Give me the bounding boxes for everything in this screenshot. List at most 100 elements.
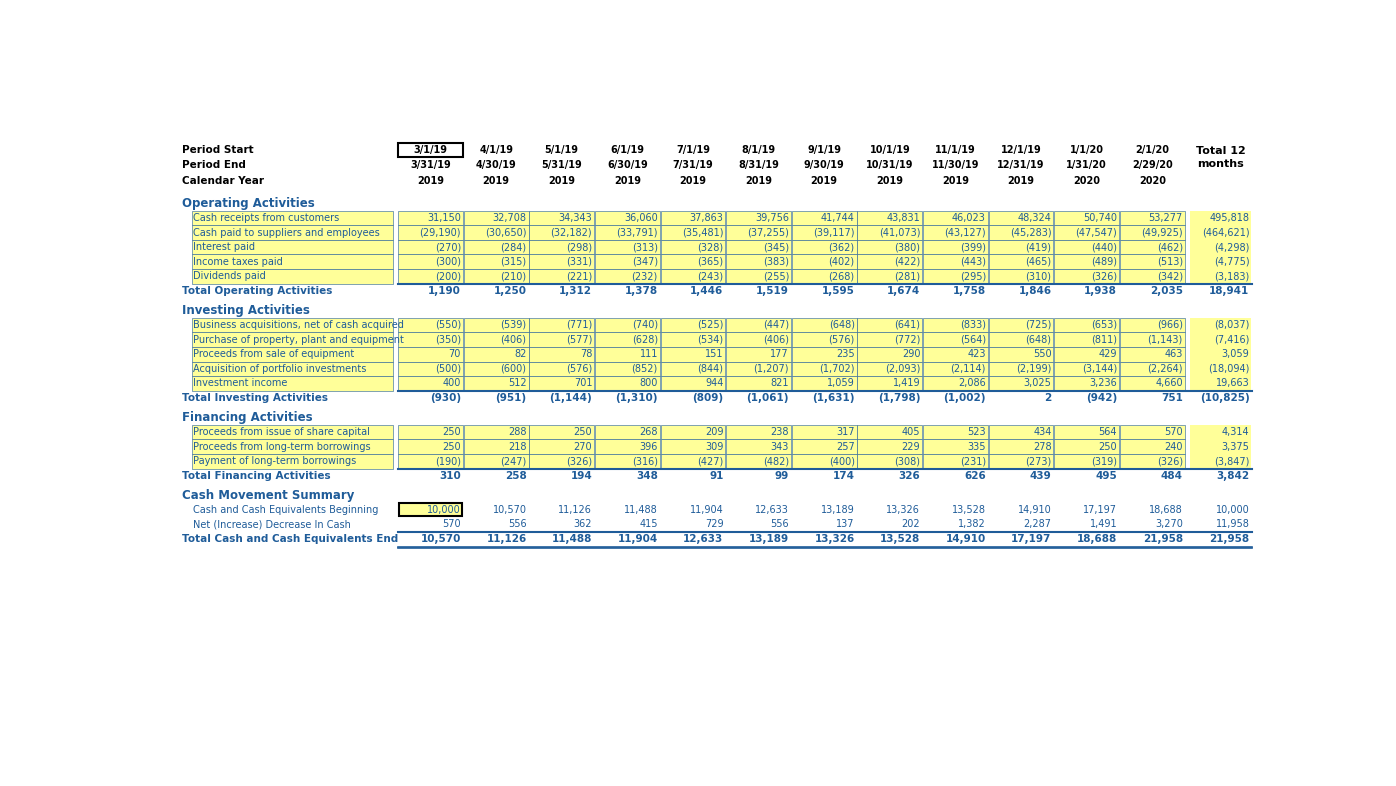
Bar xyxy=(398,143,462,156)
Bar xyxy=(1054,255,1120,269)
Text: 7/1/19: 7/1/19 xyxy=(676,145,711,155)
Text: (465): (465) xyxy=(1026,257,1051,266)
Bar xyxy=(923,376,988,391)
Text: (347): (347) xyxy=(632,257,658,266)
Bar xyxy=(1120,362,1185,376)
Bar xyxy=(398,318,463,332)
Text: 310: 310 xyxy=(440,471,461,481)
Text: (464,621): (464,621) xyxy=(1202,227,1249,237)
Text: 5/1/19: 5/1/19 xyxy=(544,145,579,155)
Text: 9/30/19: 9/30/19 xyxy=(804,160,845,170)
Bar xyxy=(792,362,857,376)
Bar xyxy=(726,226,792,240)
Bar xyxy=(529,255,595,269)
Text: (539): (539) xyxy=(501,320,526,330)
Text: (281): (281) xyxy=(895,271,920,281)
Bar xyxy=(463,454,529,468)
Bar xyxy=(1191,211,1251,226)
Text: 91: 91 xyxy=(709,471,723,481)
Bar xyxy=(529,332,595,347)
Text: (534): (534) xyxy=(698,335,723,344)
Bar xyxy=(398,211,463,226)
Bar xyxy=(1054,376,1120,391)
Text: 14,910: 14,910 xyxy=(945,534,986,544)
Bar xyxy=(529,226,595,240)
Bar xyxy=(463,424,529,439)
Bar xyxy=(726,376,792,391)
Text: (1,061): (1,061) xyxy=(747,393,789,403)
Bar xyxy=(398,332,463,347)
Text: (440): (440) xyxy=(1092,242,1117,252)
Bar xyxy=(529,318,595,332)
Bar xyxy=(1120,424,1185,439)
Text: 3,375: 3,375 xyxy=(1222,442,1249,452)
Text: 82: 82 xyxy=(514,349,526,359)
Bar xyxy=(529,454,595,468)
Text: 1,419: 1,419 xyxy=(892,378,920,388)
Bar xyxy=(398,269,463,284)
Text: 7/31/19: 7/31/19 xyxy=(673,160,713,170)
Text: (852): (852) xyxy=(631,364,658,374)
Text: (255): (255) xyxy=(762,271,789,281)
Bar xyxy=(988,454,1054,468)
Text: (1,798): (1,798) xyxy=(878,393,920,403)
Bar xyxy=(923,318,988,332)
Bar xyxy=(1054,332,1120,347)
Bar xyxy=(660,376,726,391)
Bar xyxy=(1191,362,1251,376)
Text: 556: 556 xyxy=(771,520,789,529)
Bar xyxy=(1191,376,1251,391)
Bar xyxy=(1191,269,1251,284)
Text: 1/31/20: 1/31/20 xyxy=(1067,160,1107,170)
Text: 2019: 2019 xyxy=(549,175,575,185)
Text: (30,650): (30,650) xyxy=(484,227,526,237)
Text: 18,688: 18,688 xyxy=(1076,534,1117,544)
Bar xyxy=(726,362,792,376)
Bar xyxy=(595,332,660,347)
Text: 2019: 2019 xyxy=(877,175,903,185)
Text: 6/30/19: 6/30/19 xyxy=(607,160,648,170)
Text: (10,825): (10,825) xyxy=(1199,393,1249,403)
Text: (316): (316) xyxy=(632,456,658,466)
Text: 238: 238 xyxy=(771,427,789,437)
Text: (331): (331) xyxy=(567,257,592,266)
Text: (326): (326) xyxy=(1157,456,1182,466)
Bar xyxy=(1120,332,1185,347)
Bar xyxy=(595,439,660,454)
Text: (273): (273) xyxy=(1025,456,1051,466)
Bar xyxy=(857,332,923,347)
Text: 8/31/19: 8/31/19 xyxy=(738,160,779,170)
Bar xyxy=(660,240,726,255)
Bar xyxy=(191,332,394,347)
Bar xyxy=(595,255,660,269)
Bar xyxy=(398,255,463,269)
Text: (247): (247) xyxy=(500,456,526,466)
Text: (7,416): (7,416) xyxy=(1215,335,1249,344)
Bar xyxy=(660,362,726,376)
Text: 250: 250 xyxy=(443,427,461,437)
Text: (3,183): (3,183) xyxy=(1215,271,1249,281)
Bar xyxy=(660,347,726,362)
Text: 362: 362 xyxy=(574,520,592,529)
Text: 1,491: 1,491 xyxy=(1089,520,1117,529)
Text: 21,958: 21,958 xyxy=(1143,534,1182,544)
Text: (406): (406) xyxy=(764,335,789,344)
Bar xyxy=(1120,269,1185,284)
Text: 36,060: 36,060 xyxy=(624,213,658,223)
Text: (402): (402) xyxy=(829,257,854,266)
Text: (600): (600) xyxy=(501,364,526,374)
Text: (564): (564) xyxy=(960,335,986,344)
Bar xyxy=(923,269,988,284)
Bar xyxy=(857,454,923,468)
Text: 2/1/20: 2/1/20 xyxy=(1135,145,1170,155)
Text: (513): (513) xyxy=(1157,257,1182,266)
Bar xyxy=(1120,439,1185,454)
Text: (47,547): (47,547) xyxy=(1075,227,1117,237)
Bar xyxy=(595,240,660,255)
Text: 1,059: 1,059 xyxy=(826,378,854,388)
Bar xyxy=(923,255,988,269)
Text: Acquisition of portfolio investments: Acquisition of portfolio investments xyxy=(193,364,367,374)
Bar xyxy=(1120,255,1185,269)
Bar xyxy=(595,362,660,376)
Bar xyxy=(1054,424,1120,439)
